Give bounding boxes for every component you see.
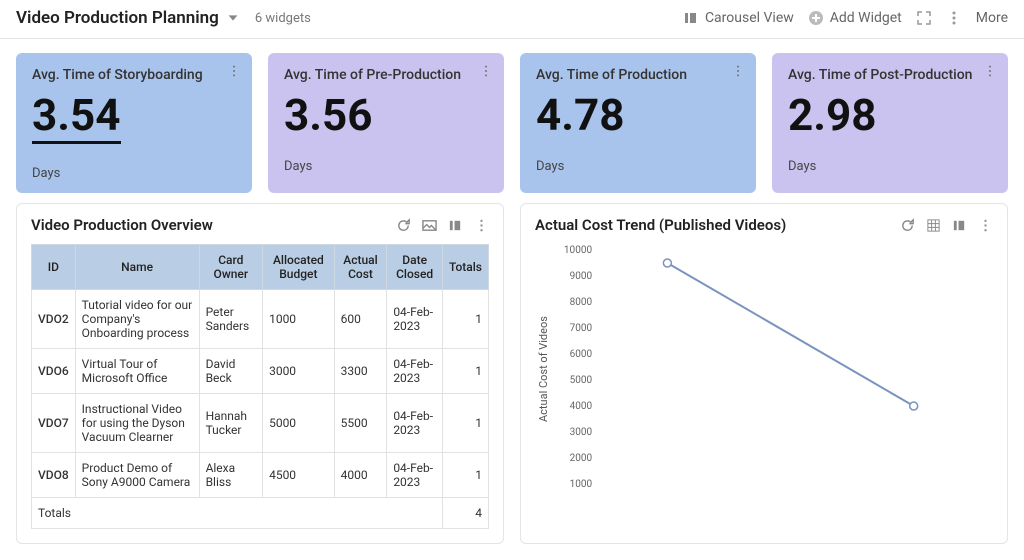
kpi-kebab-icon[interactable] (226, 63, 242, 79)
table-title: Video Production Overview (31, 216, 213, 234)
cell-actual: 5500 (334, 394, 387, 453)
cell-actual: 3300 (334, 349, 387, 394)
cell-id: VDO6 (32, 349, 76, 394)
chart-refresh-icon[interactable] (899, 217, 915, 233)
svg-text:1000: 1000 (570, 479, 593, 490)
carousel-icon (683, 10, 699, 26)
refresh-icon[interactable] (395, 217, 411, 233)
plus-circle-icon (808, 10, 824, 26)
page-title: Video Production Planning (16, 8, 219, 28)
add-widget-label: Add Widget (830, 10, 902, 26)
title-dropdown-icon[interactable] (225, 10, 241, 26)
table-totals-row: Totals 4 (32, 498, 489, 529)
cell-actual: 4000 (334, 453, 387, 498)
carousel-view-label: Carousel View (705, 10, 794, 26)
image-icon[interactable] (421, 217, 437, 233)
table-header-cell[interactable]: ID (32, 245, 76, 290)
cell-owner: Alexa Bliss (199, 453, 263, 498)
kpi-kebab-icon[interactable] (730, 63, 746, 79)
kpi-kebab-icon[interactable] (478, 63, 494, 79)
carousel-view-button[interactable]: Carousel View (683, 10, 794, 26)
cell-closed: 04-Feb-2023 (387, 349, 443, 394)
kpi-title: Avg. Time of Post-Production (788, 67, 992, 83)
cell-totals: 1 (442, 453, 488, 498)
cell-closed: 04-Feb-2023 (387, 453, 443, 498)
expand-icon[interactable] (916, 10, 932, 26)
cell-owner: Peter Sanders (199, 290, 263, 349)
table-header-cell[interactable]: Actual Cost (334, 245, 387, 290)
table-header-cell[interactable]: Allocated Budget (263, 245, 335, 290)
cell-owner: David Beck (199, 349, 263, 394)
chart-panel-icon[interactable] (951, 217, 967, 233)
chart-panel: Actual Cost Trend (Published Videos) Act… (520, 203, 1008, 544)
add-widget-button[interactable]: Add Widget (808, 10, 902, 26)
cell-closed: 04-Feb-2023 (387, 290, 443, 349)
svg-text:8000: 8000 (570, 297, 593, 308)
svg-text:4000: 4000 (570, 401, 593, 412)
table-header-cell[interactable]: Date Closed (387, 245, 443, 290)
kpi-card[interactable]: Avg. Time of Pre-Production 3.56 Days (268, 53, 504, 193)
cell-alloc: 3000 (263, 349, 335, 394)
kebab-icon[interactable] (946, 10, 962, 26)
table-header-cell[interactable]: Card Owner (199, 245, 263, 290)
cell-totals: 1 (442, 290, 488, 349)
kpi-unit: Days (284, 159, 488, 174)
cell-totals: 1 (442, 349, 488, 394)
totals-label: Totals (32, 498, 443, 529)
cell-alloc: 4500 (263, 453, 335, 498)
svg-text:3000: 3000 (570, 427, 593, 438)
cell-name: Product Demo of Sony A9000 Camera (75, 453, 199, 498)
totals-value: 4 (442, 498, 488, 529)
more-label[interactable]: More (976, 10, 1008, 26)
cell-alloc: 5000 (263, 394, 335, 453)
chart-canvas: 1000 2000 3000 4000 5000 6000 7000 8000 9000 1000… (552, 244, 993, 494)
kpi-title: Avg. Time of Pre-Production (284, 67, 488, 83)
cell-closed: 04-Feb-2023 (387, 394, 443, 453)
kpi-value: 3.54 (32, 93, 121, 144)
cell-actual: 600 (334, 290, 387, 349)
cell-owner: Hannah Tucker (199, 394, 263, 453)
table-header-cell[interactable]: Totals (442, 245, 488, 290)
table-kebab-icon[interactable] (473, 217, 489, 233)
kpi-title: Avg. Time of Storyboarding (32, 67, 236, 83)
kpi-card[interactable]: Avg. Time of Storyboarding 3.54 Days (16, 53, 252, 193)
kpi-unit: Days (32, 166, 236, 181)
kpi-card[interactable]: Avg. Time of Post-Production 2.98 Days (772, 53, 1008, 193)
table-row[interactable]: VDO8 Product Demo of Sony A9000 Camera A… (32, 453, 489, 498)
cell-id: VDO7 (32, 394, 76, 453)
svg-text:5000: 5000 (570, 375, 593, 386)
svg-text:10000: 10000 (564, 245, 593, 256)
kpi-value: 4.78 (536, 93, 740, 137)
kpi-value: 2.98 (788, 93, 992, 137)
svg-text:2000: 2000 (570, 453, 593, 464)
table-panel: Video Production Overview IDNameCard Own… (16, 203, 504, 544)
kpi-card[interactable]: Avg. Time of Production 4.78 Days (520, 53, 756, 193)
kpi-unit: Days (788, 159, 992, 174)
svg-text:9000: 9000 (570, 271, 593, 282)
cell-totals: 1 (442, 394, 488, 453)
table-header-cell[interactable]: Name (75, 245, 199, 290)
cell-name: Instructional Video for using the Dyson … (75, 394, 199, 453)
table-row[interactable]: VDO7 Instructional Video for using the D… (32, 394, 489, 453)
svg-text:6000: 6000 (570, 349, 593, 360)
cell-name: Tutorial video for our Company's Onboard… (75, 290, 199, 349)
grid-icon[interactable] (925, 217, 941, 233)
table-row[interactable]: VDO2 Tutorial video for our Company's On… (32, 290, 489, 349)
overview-table: IDNameCard OwnerAllocated BudgetActual C… (31, 244, 489, 529)
kpi-value: 3.56 (284, 93, 488, 137)
kpi-unit: Days (536, 159, 740, 174)
cell-id: VDO8 (32, 453, 76, 498)
cell-id: VDO2 (32, 290, 76, 349)
chart-kebab-icon[interactable] (977, 217, 993, 233)
table-row[interactable]: VDO6 Virtual Tour of Microsoft Office Da… (32, 349, 489, 394)
svg-text:7000: 7000 (570, 323, 593, 334)
chart-y-axis-label: Actual Cost of Videos (535, 244, 552, 494)
kpi-kebab-icon[interactable] (982, 63, 998, 79)
kpi-title: Avg. Time of Production (536, 67, 740, 83)
widget-count: 6 widgets (255, 11, 311, 26)
chart-title: Actual Cost Trend (Published Videos) (535, 216, 786, 234)
cell-alloc: 1000 (263, 290, 335, 349)
cell-name: Virtual Tour of Microsoft Office (75, 349, 199, 394)
panel-icon[interactable] (447, 217, 463, 233)
